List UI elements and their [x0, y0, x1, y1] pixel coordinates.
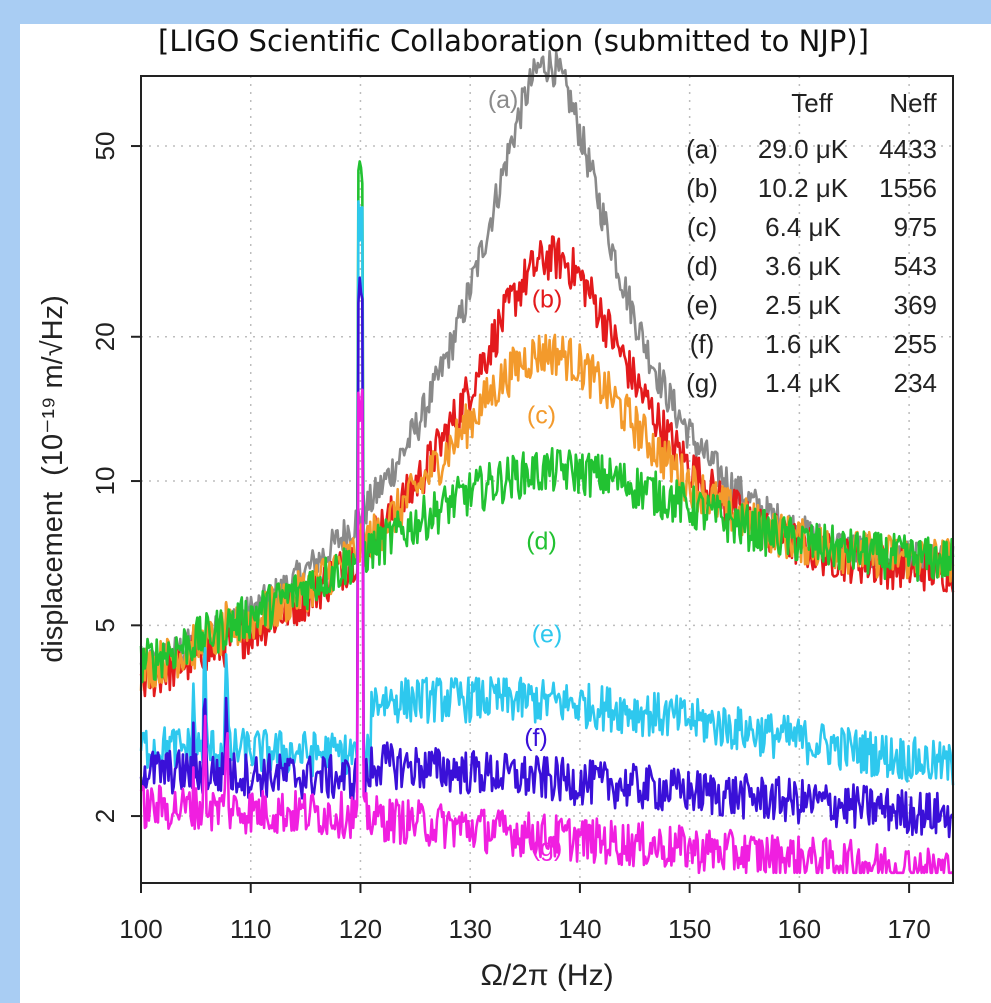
- x-tick-label: 130: [448, 914, 491, 944]
- curve-label: (g): [532, 834, 563, 862]
- legend-row-name: (c): [687, 212, 717, 242]
- legend-row-name: (b): [686, 173, 718, 203]
- series-line-d: [139, 160, 955, 684]
- legend-row-neff: 369: [894, 290, 937, 320]
- x-tick-label: 160: [778, 914, 821, 944]
- legend-row-neff: 234: [894, 368, 937, 398]
- x-tick-label: 100: [119, 914, 162, 944]
- x-tick-label: 140: [558, 914, 601, 944]
- curve-label: (f): [524, 724, 548, 752]
- legend-table: Teff Neff (a) 29.0 μK 4433 (b) 10.2 μK 1556 (c) 6…: [686, 88, 937, 398]
- legend-row-name: (a): [686, 134, 718, 164]
- series-line-e: [139, 200, 955, 786]
- x-axis-label: Ω/2π (Hz): [480, 959, 613, 992]
- legend-row-teff: 1.6 μK: [765, 329, 841, 359]
- legend-row-neff: 255: [894, 329, 937, 359]
- x-tick-label: 110: [230, 914, 271, 944]
- curve-label: (d): [526, 527, 557, 555]
- legend-header-neff: Neff: [889, 88, 937, 118]
- legend-row-teff: 6.4 μK: [765, 212, 841, 242]
- series-lines: [139, 49, 955, 875]
- plot-border: [140, 75, 954, 884]
- y-axis-label-units: (10⁻¹⁹ m/√Hz): [37, 295, 69, 476]
- legend-row-name: (g): [686, 368, 718, 398]
- legend-row-name: (f): [690, 329, 715, 359]
- legend-row-name: (e): [686, 290, 718, 320]
- series-line-g: [139, 388, 954, 875]
- x-tick-label: 120: [339, 914, 382, 944]
- series-line-c: [139, 333, 955, 691]
- y-tick-label: 2: [90, 809, 120, 823]
- legend-row-teff: 1.4 μK: [765, 368, 841, 398]
- curve-label: (a): [488, 86, 519, 114]
- y-tick-label: 10: [90, 467, 120, 496]
- y-tick-label: 50: [90, 132, 120, 161]
- legend-row-neff: 4433: [879, 134, 937, 164]
- y-axis-label-text: displacement: [37, 492, 69, 663]
- series-line-f: [139, 276, 955, 839]
- y-axis-label: displacement (10⁻¹⁹ m/√Hz): [37, 295, 69, 663]
- legend-row-neff: 1556: [879, 173, 937, 203]
- curve-label: (e): [532, 621, 563, 649]
- y-tick-label: 20: [90, 322, 120, 351]
- axis-ticks: 100 110 120 130 140 150 160 170 2 5 10 20 50: [90, 132, 931, 944]
- x-tick-label: 170: [887, 914, 930, 944]
- legend-row-neff: 543: [894, 251, 937, 281]
- legend-row-name: (d): [686, 251, 718, 281]
- legend-header-teff: Teff: [791, 88, 833, 118]
- curve-label: (b): [532, 286, 563, 314]
- curve-labels: (a) (b) (c) (d) (e) (f) (g): [488, 86, 562, 862]
- x-tick-label: 150: [668, 914, 711, 944]
- legend-row-teff: 3.6 μK: [765, 251, 841, 281]
- legend-row-teff: 2.5 μK: [765, 290, 841, 320]
- curve-label: (c): [527, 401, 556, 429]
- legend-row-teff: 29.0 μK: [758, 134, 849, 164]
- y-tick-label: 5: [90, 618, 120, 632]
- citation-text: [LIGO Scientific Collaboration (submitte…: [158, 24, 869, 58]
- legend-row-teff: 10.2 μK: [758, 173, 849, 203]
- legend-row-neff: 975: [894, 212, 937, 242]
